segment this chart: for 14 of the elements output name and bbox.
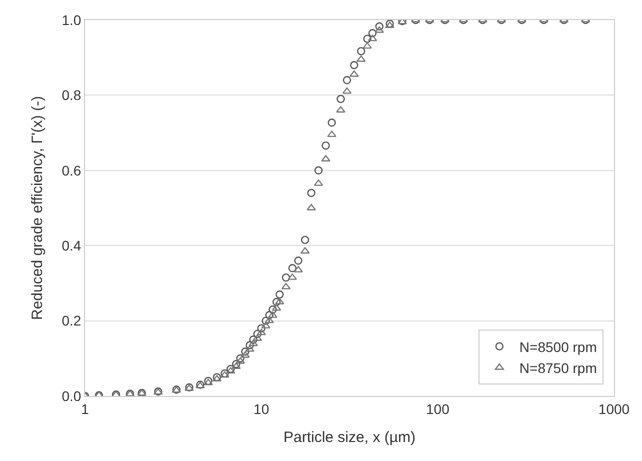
y-tick-label: 0.6 (62, 162, 82, 178)
x-tick-label: 1000 (598, 400, 630, 417)
y-tick-label: 0.0 (62, 388, 82, 404)
x-tick-label: 10 (254, 400, 270, 417)
x-axis-title: Particle size, x (µm) (284, 428, 416, 446)
legend-label: N=8750 rpm (519, 360, 597, 376)
x-tick-label: 1 (81, 400, 90, 417)
legend-label: N=8500 rpm (519, 338, 597, 355)
x-tick-label: 100 (426, 400, 450, 417)
y-tick-label: 0.2 (62, 312, 82, 329)
y-tick-label: 1.0 (62, 12, 82, 28)
y-tick-label: 0.4 (62, 238, 82, 254)
y-axis-title: Reduced grade efficiency, Γ'(x) (-) (28, 96, 46, 320)
y-tick-label: 0.8 (62, 87, 82, 104)
